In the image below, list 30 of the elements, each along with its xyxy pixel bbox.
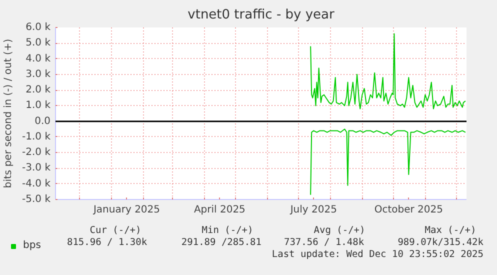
x-tick-label: April 2025 [194,204,246,216]
y-tick-label: 4.0 k [26,53,51,64]
y-tick-label: 1.0 k [26,100,51,112]
y-tick-label: -2.0 k [22,147,51,158]
y-tick-label: -5.0 k [22,194,51,205]
y-tick-label: 2.0 k [26,84,51,96]
y-tick-label: -4.0 k [22,178,51,190]
y-tick-label: 5.0 k [26,38,51,49]
y-tick-label: 0.0 [34,116,51,127]
line-series [310,128,466,196]
text: 989.07k/315.42k [398,237,484,248]
text: Cur (-/+) [90,225,142,236]
x-tick-label: January 2025 [92,204,160,216]
text: 815.96 / 1.30k [66,237,148,248]
legend-label: bps [23,240,42,251]
x-tick-label: October 2025 [374,204,444,216]
y-tick-label: -3.0 k [22,162,51,174]
text: 737.56 / 1.48k [284,237,364,248]
y-tick-label: 3.0 k [26,68,51,80]
y-axis-title: bits per second in (-) / out (+) [3,38,14,188]
chart-title: vtnet0 traffic - by year [188,8,335,22]
line-series [310,33,466,110]
text: Min (-/+) [202,225,254,236]
text: Max (-/+) [424,225,476,236]
text: 291.89 /285.81 [181,237,262,248]
x-tick-label: July 2025 [289,204,337,216]
y-tick-label: 6.0 k [26,22,51,33]
y-tick-label: -1.0 k [22,131,51,142]
text: Avg (-/+) [314,225,366,236]
text: Last update: Wed Dec 10 23:55:02 2025 [272,249,484,260]
